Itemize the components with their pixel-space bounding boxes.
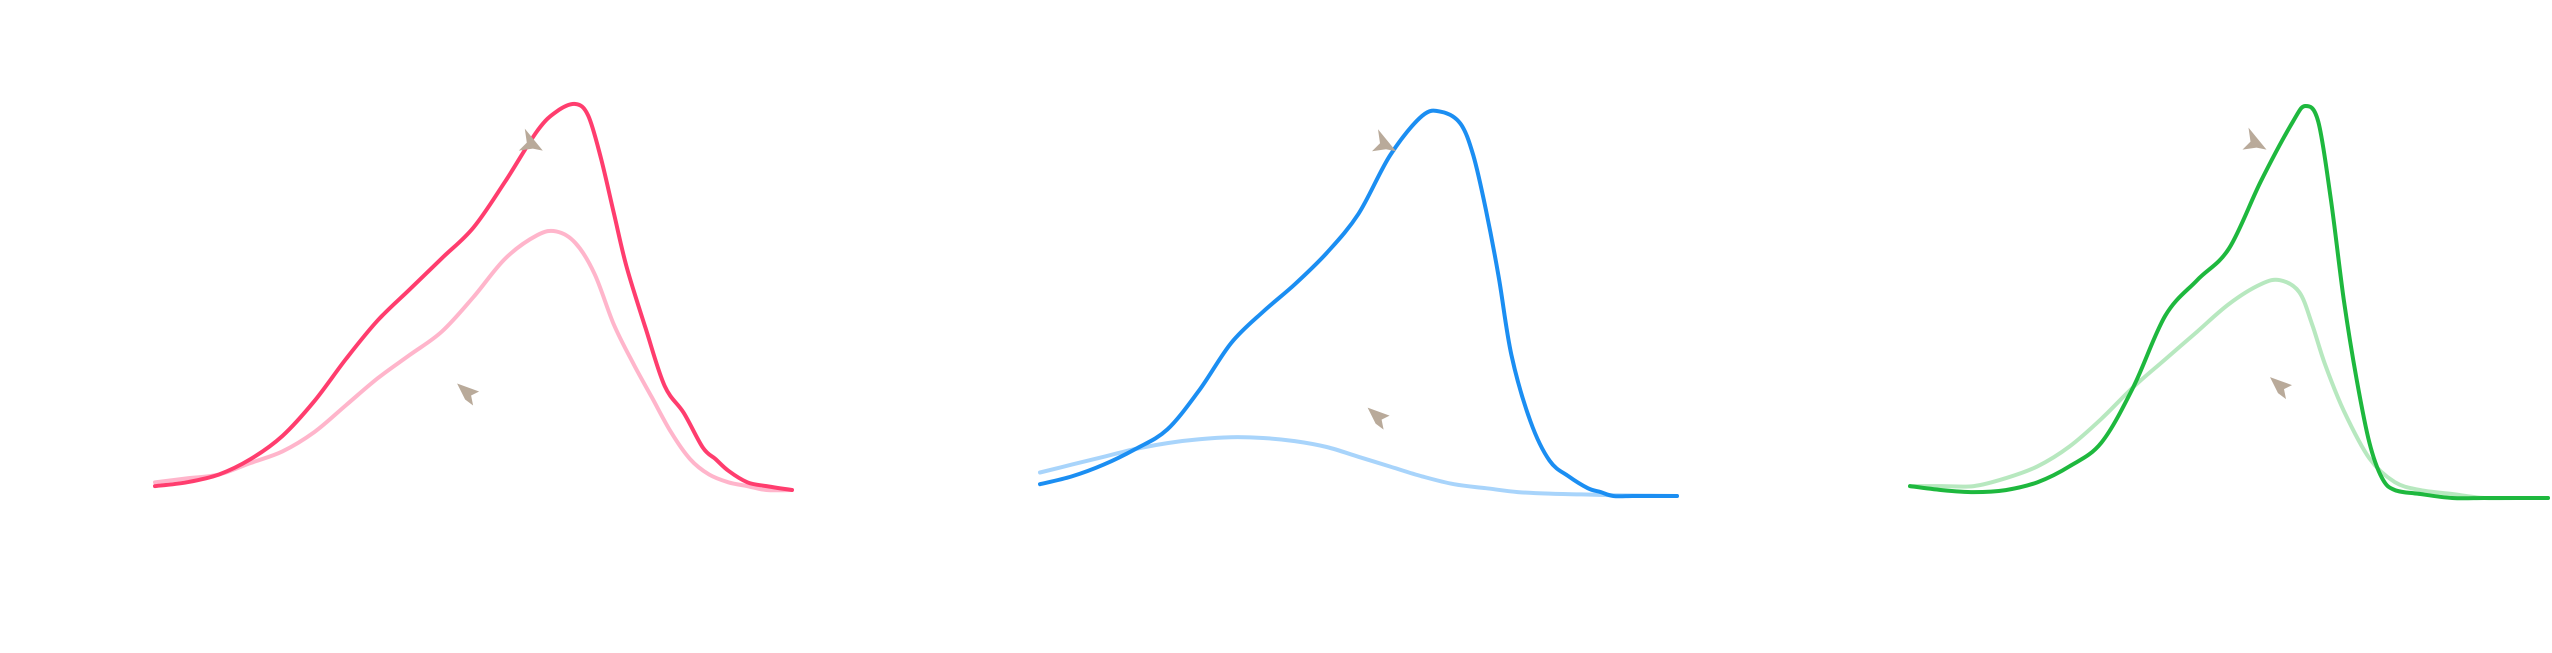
annotation-arrow-icon-1 (1372, 129, 1396, 152)
series-line-dark (1908, 104, 2550, 501)
annotation-arrow-icon-1 (518, 128, 543, 151)
series-line-dark (153, 101, 794, 492)
annotation-arrow-icon-1 (2242, 127, 2267, 150)
annotation-arrow-icon-2 (1367, 407, 1390, 430)
series-line-dark (1038, 108, 1679, 499)
annotation-arrow-icon-2 (2270, 377, 2292, 400)
chart-panel-2 (1038, 108, 1679, 499)
series-line-light (1038, 435, 1679, 498)
annotation-arrow-icon-2 (457, 383, 480, 406)
series-line-light (1908, 277, 2550, 501)
chart-panel-3 (1908, 104, 2550, 501)
series-line-light (153, 228, 794, 493)
chart-panel-1 (153, 101, 794, 493)
